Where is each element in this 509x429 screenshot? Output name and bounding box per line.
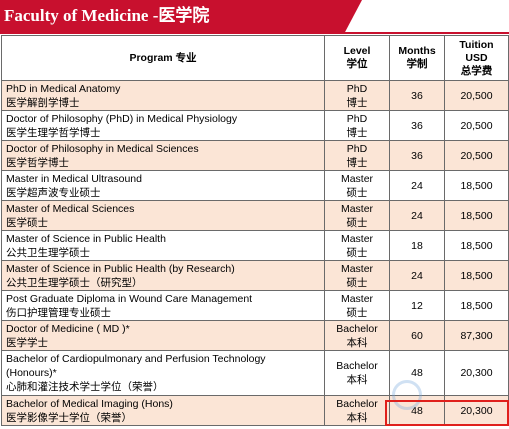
table-row: PhD in Medical Anatomy 医学解剖学博士 PhD 博士 36 2… [1,80,509,111]
program-cell: Master of Medical Sciences 医学硕士 [1,200,325,231]
tuition-cell: 18,500 [444,200,509,231]
table-row: Master in Medical Ultrasound 医学超声波专业硕士 Ma… [1,170,509,201]
months-cell: 24 [389,200,445,231]
level-cell: Master 硕士 [324,170,390,201]
table-row: Doctor of Philosophy (PhD) in Medical Ph… [1,110,509,141]
program-cell: Doctor of Philosophy in Medical Sciences… [1,140,325,171]
table-row: Bachelor of Cardiopulmonary and Perfusio… [1,350,509,396]
program-cell: PhD in Medical Anatomy 医学解剖学博士 [1,80,325,111]
months-cell: 48 [389,350,445,396]
tuition-cell: 18,500 [444,290,509,321]
months-cell: 36 [389,110,445,141]
months-cell: 36 [389,140,445,171]
level-cell: Bachelor 本科 [324,320,390,351]
table-row: Master of Science in Public Health (by R… [1,260,509,291]
level-cell: Master 硕士 [324,260,390,291]
program-cell: Master of Science in Public Health (by R… [1,260,325,291]
highlight-box [385,400,509,426]
level-cell: PhD 博士 [324,80,390,111]
tuition-cell: 20,500 [444,80,509,111]
months-cell: 24 [389,170,445,201]
months-cell: 24 [389,260,445,291]
table-row: Doctor of Philosophy in Medical Sciences… [1,140,509,171]
program-cell: Master in Medical Ultrasound 医学超声波专业硕士 [1,170,325,201]
level-cell: Master 硕士 [324,290,390,321]
watermark-logo [392,380,422,410]
banner-underline [0,32,509,34]
table-header-row: Program 专业 Level 学位 Months 学制 Tuition USD 总学… [1,35,509,81]
program-cell: Master of Science in Public Health 公共卫生理学… [1,230,325,261]
level-cell: Bachelor 本科 [324,395,390,426]
header-tuition: Tuition USD 总学费 [444,35,509,81]
tuition-cell: 20,500 [444,110,509,141]
program-cell: Bachelor of Cardiopulmonary and Perfusio… [1,350,325,396]
header-level: Level 学位 [324,35,390,81]
level-cell: PhD 博士 [324,140,390,171]
table-row: Post Graduate Diploma in Wound Care Mana… [1,290,509,321]
table-row: Master of Medical Sciences 医学硕士 Master 硕士 … [1,200,509,231]
program-cell: Doctor of Philosophy (PhD) in Medical Ph… [1,110,325,141]
page-title: Faculty of Medicine -医学院 [4,6,210,25]
banner-background [0,0,344,34]
tuition-cell: 87,300 [444,320,509,351]
tuition-cell: 18,500 [444,170,509,201]
program-cell: Post Graduate Diploma in Wound Care Mana… [1,290,325,321]
program-cell: Doctor of Medicine ( MD )* 医学学士 [1,320,325,351]
tuition-cell: 18,500 [444,260,509,291]
faculty-banner: Faculty of Medicine -医学院 [0,0,509,34]
months-cell: 60 [389,320,445,351]
level-cell: Bachelor 本科 [324,350,390,396]
table-row: Doctor of Medicine ( MD )* 医学学士 Bachelor 本… [1,320,509,351]
table-row: Bachelor of Medical Imaging (Hons) 医学影像学士… [1,395,509,426]
months-cell: 18 [389,230,445,261]
months-cell: 36 [389,80,445,111]
tuition-cell: 18,500 [444,230,509,261]
table-row: Master of Science in Public Health 公共卫生理学… [1,230,509,261]
tuition-cell: 20,500 [444,140,509,171]
level-cell: PhD 博士 [324,110,390,141]
program-cell: Bachelor of Medical Imaging (Hons) 医学影像学士… [1,395,325,426]
program-table: Program 专业 Level 学位 Months 学制 Tuition USD 总学… [1,35,509,426]
banner-tip [344,0,362,34]
level-cell: Master 硕士 [324,200,390,231]
header-months: Months 学制 [389,35,445,81]
months-cell: 12 [389,290,445,321]
level-cell: Master 硕士 [324,230,390,261]
tuition-cell: 20,300 [444,350,509,396]
header-program: Program 专业 [1,35,325,81]
